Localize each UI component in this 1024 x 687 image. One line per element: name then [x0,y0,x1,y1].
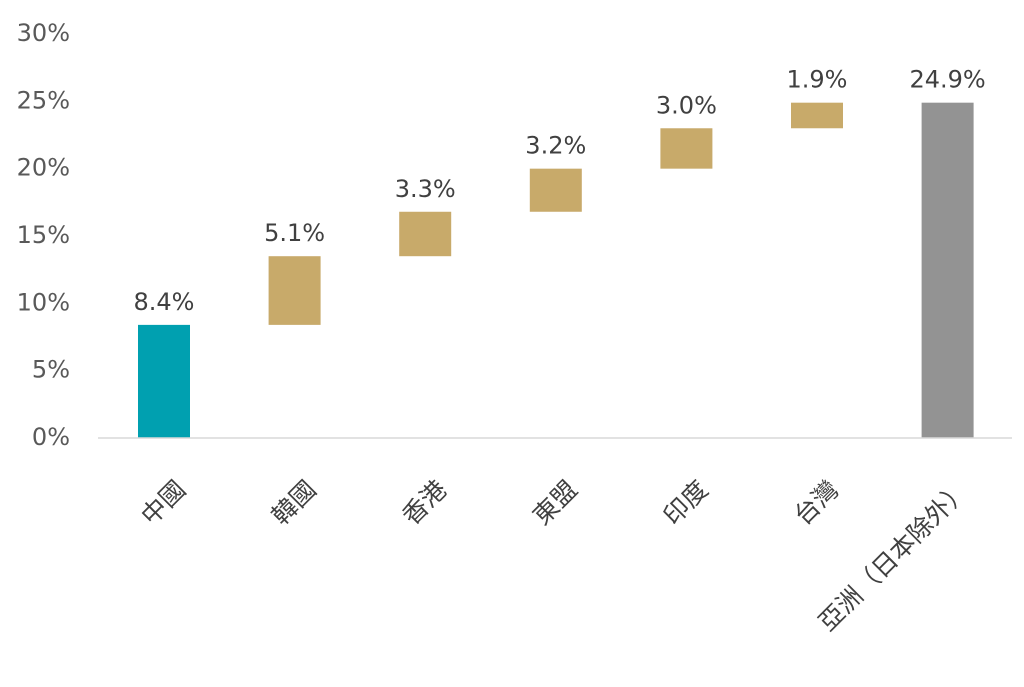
y-tick-label: 25% [17,86,70,114]
bar-increment [660,128,713,169]
x-category-label: 台灣 [788,475,844,531]
data-label: 24.9% [909,66,985,94]
data-label: 8.4% [134,288,195,316]
y-tick-label: 5% [32,356,70,384]
bar-increment [268,256,321,325]
y-tick-label: 15% [17,221,70,249]
x-category-label: 印度 [658,475,714,531]
data-label: 3.0% [656,91,717,119]
y-tick-label: 10% [17,288,70,316]
x-category-label: 東盟 [527,475,583,531]
y-tick-label: 20% [17,154,70,182]
y-tick-label: 0% [32,423,70,451]
bar-increment [399,211,452,257]
bar-increment [529,168,582,212]
bar-increment [791,102,843,129]
y-tick-label: 30% [17,19,70,47]
x-category-label: 中國 [135,475,191,531]
data-label: 3.2% [525,132,586,160]
data-label: 5.1% [264,219,325,247]
data-label: 1.9% [787,66,848,94]
data-label: 3.3% [395,175,456,203]
x-category-label: 香港 [397,475,453,531]
bar-total [921,102,974,439]
bar-start [138,324,190,438]
x-category-label: 韓國 [266,475,322,531]
